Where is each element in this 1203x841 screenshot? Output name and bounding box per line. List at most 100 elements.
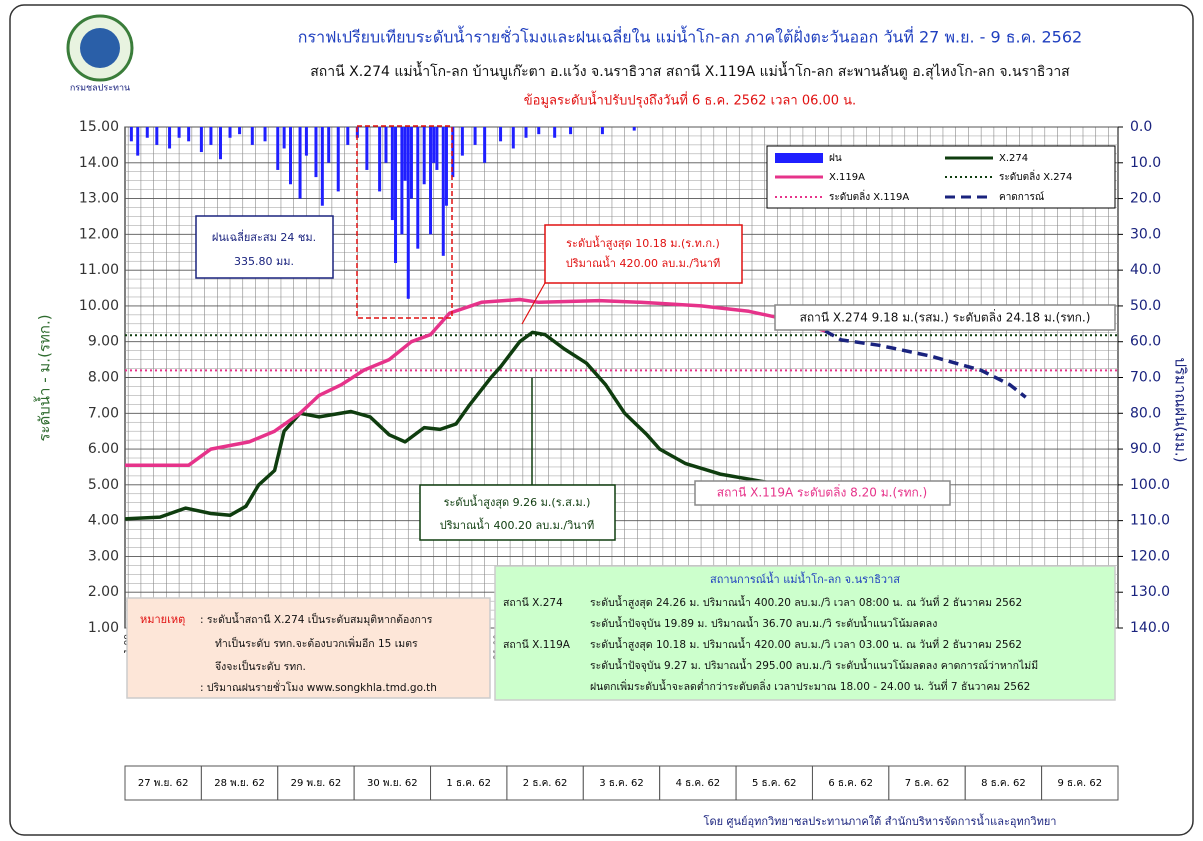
date-label: 29 พ.ย. 62 xyxy=(291,778,342,789)
date-box xyxy=(582,765,661,801)
series-line xyxy=(824,329,1027,399)
y-tick-label: 10.00 xyxy=(79,298,119,314)
annotation-box xyxy=(126,597,491,699)
annotation-text: ระดับน้ำสูงสุด 10.18 ม.(ร.ท.ก.) xyxy=(566,235,720,250)
rain-bar xyxy=(289,127,292,185)
date-box xyxy=(659,765,737,801)
y-tick-label: 15.00 xyxy=(79,119,119,135)
y-axis-label: ระดับน้ำ - ม.(รทก.) xyxy=(34,314,54,441)
date-label: 27 พ.ย. 62 xyxy=(138,778,189,789)
rain-bar xyxy=(355,127,359,138)
rain-bar xyxy=(632,127,636,131)
rain-bar xyxy=(199,127,203,153)
rain-bar xyxy=(429,127,433,235)
y2-tick-label: 0.0 xyxy=(1130,119,1152,135)
legend-label: คาดการณ์ xyxy=(999,191,1044,203)
legend-label: X.274 xyxy=(999,153,1028,164)
status-station: สถานี X.119A xyxy=(503,638,571,651)
rain-bar xyxy=(432,127,436,163)
annotation-box xyxy=(195,215,334,279)
rain-bar xyxy=(282,127,286,149)
legend-label: ฝน xyxy=(829,153,842,164)
status-text: ระดับน้ำสูงสุด 10.18 ม. ปริมาณน้ำ 420.00… xyxy=(590,637,1022,651)
legend-label: X.119A xyxy=(829,172,865,183)
date-label: 7 ธ.ค. 62 xyxy=(905,778,950,789)
rain-bar xyxy=(327,127,331,163)
y2-tick-label: 110.0 xyxy=(1130,513,1170,529)
y2-tick-label: 70.0 xyxy=(1130,370,1161,386)
date-box xyxy=(430,765,508,801)
legend: ฝน X.274 X.119A ระดับตลิ่ง X.274 ระดับตลิ่ง … xyxy=(766,145,1116,209)
rain-bar xyxy=(451,127,455,178)
update-note: ข้อมูลระดับน้ำปรับปรุงถึงวันที่ 6 ธ.ค. 2… xyxy=(524,91,856,109)
y2-tick-label: 130.0 xyxy=(1130,584,1170,600)
rain-bar xyxy=(390,127,394,221)
y-tick-label: 3.00 xyxy=(88,548,119,564)
footer: โดย ศูนย์อุทกวิทยาชลประทานภาคใต้ สำนักบร… xyxy=(704,813,1057,828)
status-text: ระดับน้ำปัจจุบัน 19.89 ม. ปริมาณน้ำ 36.7… xyxy=(590,616,937,630)
y-tick-label: 8.00 xyxy=(88,370,119,386)
y-tick-label: 12.00 xyxy=(79,226,119,242)
rain-bar xyxy=(483,127,487,163)
rain-bar xyxy=(365,127,369,170)
y-tick-label: 13.00 xyxy=(79,191,119,207)
y-tick-label: 6.00 xyxy=(88,441,119,457)
remarks-label: หมายเหตุ xyxy=(140,613,185,626)
remarks-text: : ระดับน้ำสถานี X.274 เป็นระดับสมมุติหาก… xyxy=(200,612,433,626)
y-tick-label: 1.00 xyxy=(88,620,119,636)
rain-bar xyxy=(422,127,426,185)
y2-tick-label: 80.0 xyxy=(1130,405,1161,421)
y-tick-label: 5.00 xyxy=(88,477,119,493)
chart-title: กราฟเปรียบเทียบระดับน้ำรายชั่วโมงและฝนเฉ… xyxy=(298,26,1082,47)
annotation-text: ปริมาณน้ำ 420.00 ลบ.ม./วินาที xyxy=(566,255,721,270)
rain-bar xyxy=(304,127,308,156)
legend-box xyxy=(766,145,1116,209)
rain-bar xyxy=(298,127,302,199)
rain-bar xyxy=(384,127,388,163)
date-label: 4 ธ.ค. 62 xyxy=(676,778,721,789)
y-tick-label: 2.00 xyxy=(88,584,119,600)
annotation-text: สถานี X.119A ระดับตลิ่ง 8.20 ม.(รทก.) xyxy=(717,484,928,500)
y2-axis-label: ปริมาณฝน(มม.) xyxy=(1172,357,1190,462)
rain-bar xyxy=(444,127,448,206)
status-text: ระดับน้ำปัจจุบัน 9.27 ม. ปริมาณน้ำ 295.0… xyxy=(590,658,1038,672)
y2-tick-label: 100.0 xyxy=(1130,477,1170,493)
legend-swatch xyxy=(775,153,823,163)
legend-label: ระดับตลิ่ง X.119A xyxy=(829,189,909,203)
rain-bar xyxy=(416,127,420,249)
date-label: 6 ธ.ค. 62 xyxy=(828,778,873,789)
y-tick-label: 9.00 xyxy=(88,334,119,350)
annotation-box xyxy=(494,565,1116,701)
rain-bar xyxy=(537,127,541,135)
annotation-text: สถานี X.274 9.18 ม.(รสม.) ระดับตลิ่ง 24.… xyxy=(800,309,1091,325)
rain-bar xyxy=(600,127,604,135)
rain-bar xyxy=(320,127,324,206)
legend-label: ระดับตลิ่ง X.274 xyxy=(999,169,1072,183)
annotation-text: 335.80 มม. xyxy=(234,255,294,268)
date-box xyxy=(964,765,1043,801)
rain-bar xyxy=(276,127,280,170)
rain-bar xyxy=(314,127,318,178)
rain-bar xyxy=(400,127,404,235)
y-tick-label: 7.00 xyxy=(88,405,119,421)
rain-bar xyxy=(403,127,407,181)
date-box xyxy=(277,765,355,801)
rain-bar xyxy=(209,127,213,145)
rain-bar xyxy=(394,127,398,263)
rain-bar xyxy=(569,127,573,135)
rain-bar xyxy=(378,127,382,192)
date-label: 8 ธ.ค. 62 xyxy=(981,778,1026,789)
rain-bar xyxy=(155,127,159,145)
rain-bar xyxy=(499,127,503,142)
date-box xyxy=(200,765,279,801)
annotation-arrow xyxy=(521,282,546,325)
y2-tick-label: 140.0 xyxy=(1130,620,1170,636)
annotation-box xyxy=(694,480,951,506)
series-line xyxy=(124,330,829,521)
rain-bar xyxy=(346,127,350,145)
date-box xyxy=(888,765,966,801)
rain-bar xyxy=(553,127,557,138)
subtitle: สถานี X.274 แม่น้ำโก-ลก บ้านบูเก๊ะตา อ.แ… xyxy=(310,61,1070,80)
y2-tick-label: 90.0 xyxy=(1130,441,1161,457)
